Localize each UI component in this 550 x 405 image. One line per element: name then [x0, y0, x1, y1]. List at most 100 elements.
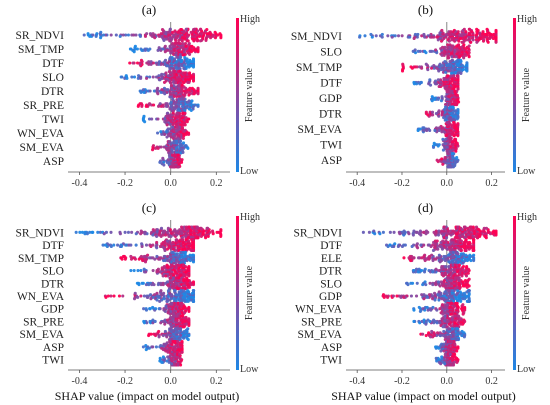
shap-point	[461, 284, 465, 288]
shap-point	[166, 88, 170, 92]
shap-point	[103, 243, 107, 247]
x-tick-label: -0.4	[349, 178, 365, 189]
shap-point	[414, 267, 419, 271]
shap-point	[461, 40, 465, 44]
shap-point	[471, 38, 475, 42]
shap-point	[432, 97, 437, 101]
shap-point	[456, 144, 460, 148]
shap-point	[101, 33, 106, 37]
shap-point	[124, 74, 128, 78]
shap-point	[137, 283, 141, 287]
shap-point	[450, 105, 455, 109]
shap-point	[123, 257, 127, 261]
shap-point	[181, 97, 185, 101]
shap-point	[128, 47, 132, 51]
shap-point	[109, 33, 113, 37]
shap-point	[460, 45, 464, 49]
shap-point	[132, 50, 136, 54]
shap-point	[154, 146, 158, 150]
shap-point	[444, 32, 448, 36]
shap-point	[175, 252, 179, 256]
shap-point	[160, 132, 164, 136]
colorbar-low-label: Low	[517, 166, 536, 177]
shap-point	[82, 33, 86, 37]
shap-point	[159, 283, 163, 287]
shap-point	[426, 113, 430, 117]
shap-point	[159, 321, 163, 325]
shap-point	[181, 136, 185, 140]
shap-point	[452, 87, 456, 91]
shap-point	[213, 30, 217, 34]
shap-point	[187, 274, 191, 278]
shap-point	[184, 225, 188, 229]
shap-point	[431, 305, 435, 309]
shap-point	[164, 304, 168, 308]
shap-point	[176, 229, 180, 233]
shap-point	[180, 350, 184, 354]
shap-point	[152, 283, 156, 287]
shap-point	[163, 44, 167, 48]
shap-point	[453, 137, 457, 141]
shap-point	[469, 225, 473, 229]
shap-point	[136, 295, 140, 299]
shap-point	[88, 230, 92, 234]
shap-point	[454, 109, 458, 113]
shap-point	[179, 289, 183, 293]
shap-point	[157, 62, 161, 66]
shap-point	[386, 34, 390, 38]
shap-point	[126, 33, 130, 37]
shap-point	[176, 363, 180, 367]
shap-point	[142, 307, 146, 311]
shap-point	[196, 46, 200, 50]
shap-point	[144, 348, 148, 352]
shap-point	[191, 289, 196, 293]
shap-point	[74, 230, 78, 234]
shap-point	[147, 117, 152, 121]
feature-label: SM_EVA	[19, 142, 64, 154]
shap-point	[143, 260, 148, 264]
shap-point	[186, 146, 190, 150]
shap-point	[459, 71, 463, 75]
shap-point	[151, 32, 155, 36]
shap-point	[455, 263, 459, 267]
shap-point	[393, 242, 397, 246]
shap-point	[141, 88, 146, 92]
shap-point	[180, 225, 184, 229]
shap-point	[435, 66, 439, 70]
shap-point	[187, 33, 191, 37]
shap-point	[407, 232, 411, 236]
shap-point	[182, 336, 186, 340]
shap-point	[139, 90, 143, 94]
shap-point	[168, 312, 172, 316]
shap-point	[461, 264, 466, 269]
shap-point	[174, 276, 178, 280]
shap-point	[409, 65, 413, 69]
shap-point	[118, 232, 122, 236]
shap-point	[186, 39, 190, 43]
shap-point	[454, 301, 458, 305]
shap-point	[436, 38, 440, 42]
shap-point	[453, 89, 457, 94]
shap-point	[153, 36, 157, 40]
shap-point	[467, 32, 471, 36]
shap-point	[470, 30, 474, 34]
shap-point	[418, 229, 422, 233]
shap-point	[472, 248, 476, 252]
shap-point	[456, 71, 460, 75]
shap-point	[449, 30, 453, 34]
shap-point	[177, 41, 181, 45]
shap-point	[163, 254, 167, 259]
shap-point	[144, 308, 149, 312]
shap-point	[185, 57, 189, 61]
shap-point	[186, 337, 190, 342]
shap-point	[441, 148, 445, 152]
shap-point	[206, 34, 210, 38]
shap-point	[139, 76, 143, 80]
shap-point	[201, 34, 205, 38]
shap-point	[181, 42, 185, 46]
shap-point	[159, 270, 163, 274]
shap-point	[185, 106, 189, 110]
shap-point	[170, 37, 174, 41]
shap-point	[204, 38, 208, 42]
shap-point	[432, 321, 436, 325]
